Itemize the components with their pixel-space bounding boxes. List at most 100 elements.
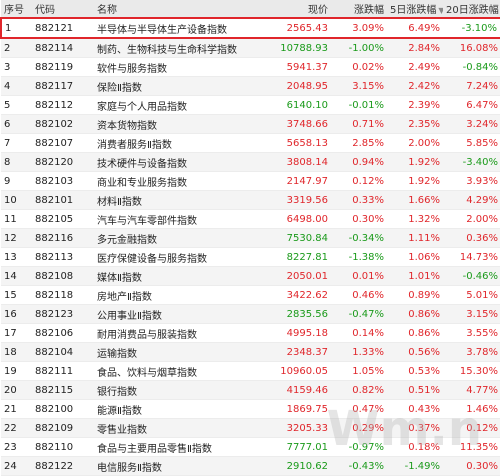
table-row[interactable]: 1 882121 半导体与半导体生产设备指数 2565.43 3.09% 6.49% -3.…	[0, 17, 500, 39]
row-change: 1.05%	[331, 361, 387, 381]
row-index: 21	[1, 399, 32, 419]
row-code: 882123	[32, 304, 94, 324]
row-index: 6	[1, 114, 32, 134]
row-chg20: -3.10%	[443, 17, 500, 39]
row-price: 2910.62	[254, 456, 331, 476]
table-row[interactable]: 3 882119 软件与服务指数 5941.37 0.02% 2.49% -0.84%	[1, 57, 500, 77]
row-code: 882118	[32, 285, 94, 305]
table-row[interactable]: 13 882113 医疗保健设备与服务指数 8227.81 -1.38% 1.06% 14.…	[1, 247, 500, 267]
row-chg5: 2.84%	[387, 38, 443, 58]
header-code[interactable]: 代码	[32, 0, 94, 19]
row-change: 0.46%	[331, 285, 387, 305]
header-chg20[interactable]: 20日涨跌幅	[443, 0, 500, 19]
row-code: 882100	[32, 399, 94, 419]
table-row[interactable]: 7 882107 消费者服务Ⅱ指数 5658.13 2.85% 2.00% 5.85%	[1, 133, 500, 153]
row-chg5: 1.32%	[387, 209, 443, 229]
row-chg5: 1.92%	[387, 171, 443, 191]
table-row[interactable]: 2 882114 制药、生物科技与生命科学指数 10788.93 -1.00% 2.84%…	[1, 38, 500, 58]
row-change: 1.33%	[331, 342, 387, 362]
row-name: 能源Ⅱ指数	[94, 399, 254, 419]
row-index: 4	[1, 76, 32, 96]
table-row[interactable]: 24 882122 电信服务Ⅱ指数 2910.62 -0.43% -1.49% 0.30%	[1, 456, 500, 476]
row-name: 家庭与个人用品指数	[94, 95, 254, 115]
row-chg5: 1.06%	[387, 247, 443, 267]
table-row[interactable]: 4 882117 保险Ⅱ指数 2048.95 3.15% 2.42% 7.24%	[1, 76, 500, 96]
row-name: 医疗保健设备与服务指数	[94, 247, 254, 267]
row-change: -0.43%	[331, 456, 387, 476]
row-index: 24	[1, 456, 32, 476]
row-chg20: 0.30%	[443, 456, 500, 476]
row-code: 882117	[32, 76, 94, 96]
header-change[interactable]: 涨跌幅	[331, 0, 387, 19]
table-row[interactable]: 8 882120 技术硬件与设备指数 3808.14 0.94% 1.92% -3.40%	[1, 152, 500, 172]
row-chg20: 3.55%	[443, 323, 500, 343]
row-index: 1	[0, 17, 32, 39]
row-chg5: 1.92%	[387, 152, 443, 172]
sort-desc-icon[interactable]: ▼	[438, 6, 443, 15]
table-row[interactable]: 14 882108 媒体Ⅱ指数 2050.01 0.01% 1.01% -0.46%	[1, 266, 500, 286]
row-chg5: 1.01%	[387, 266, 443, 286]
row-code: 882106	[32, 323, 94, 343]
table-row[interactable]: 21 882100 能源Ⅱ指数 1869.75 0.47% 0.43% 1.46%	[1, 399, 500, 419]
row-name: 电信服务Ⅱ指数	[94, 456, 254, 476]
row-change: 0.01%	[331, 266, 387, 286]
row-index: 3	[1, 57, 32, 77]
table-row[interactable]: 22 882109 零售业指数 3205.33 0.29% 0.37% 0.12%	[1, 418, 500, 438]
row-code: 882114	[32, 38, 94, 58]
row-index: 15	[1, 285, 32, 305]
table-row[interactable]: 5 882112 家庭与个人用品指数 6140.10 -0.01% 2.39% 6.47%	[1, 95, 500, 115]
header-chg5[interactable]: 5日涨跌幅▼	[387, 0, 443, 19]
table-row[interactable]: 12 882116 多元金融指数 7530.84 -0.34% 1.11% 0.36%	[1, 228, 500, 248]
row-index: 9	[1, 171, 32, 191]
table-row[interactable]: 15 882118 房地产Ⅱ指数 3422.62 0.46% 0.89% 5.01%	[1, 285, 500, 305]
row-change: 0.71%	[331, 114, 387, 134]
row-index: 18	[1, 342, 32, 362]
row-name: 资本货物指数	[94, 114, 254, 134]
table-row[interactable]: 6 882102 资本货物指数 3748.66 0.71% 2.35% 3.24%	[1, 114, 500, 134]
row-code: 882105	[32, 209, 94, 229]
row-chg20: 0.36%	[443, 228, 500, 248]
table-row[interactable]: 19 882111 食品、饮料与烟草指数 10960.05 1.05% 0.53% 15.3…	[1, 361, 500, 381]
row-chg20: 4.29%	[443, 190, 500, 210]
row-change: -1.38%	[331, 247, 387, 267]
row-change: -0.47%	[331, 304, 387, 324]
row-name: 消费者服务Ⅱ指数	[94, 133, 254, 153]
row-chg20: 0.12%	[443, 418, 500, 438]
table-body: 1 882121 半导体与半导体生产设备指数 2565.43 3.09% 6.49% -3.…	[0, 17, 500, 476]
header-name[interactable]: 名称	[94, 0, 254, 19]
table-row[interactable]: 23 882110 食品与主要用品零售Ⅱ指数 7777.01 -0.97% 0.18% 11…	[1, 437, 500, 457]
header-price[interactable]: 现价	[254, 0, 331, 19]
row-chg5: 0.18%	[387, 437, 443, 457]
row-name: 多元金融指数	[94, 228, 254, 248]
row-price: 3205.33	[254, 418, 331, 438]
table-row[interactable]: 16 882123 公用事业Ⅱ指数 2835.56 -0.47% 0.86% 3.15%	[1, 304, 500, 324]
table-row[interactable]: 20 882115 银行指数 4159.46 0.82% 0.51% 4.77%	[1, 380, 500, 400]
row-code: 882116	[32, 228, 94, 248]
table-row[interactable]: 11 882105 汽车与汽车零部件指数 6498.00 0.30% 1.32% 2.00%	[1, 209, 500, 229]
row-chg20: -0.84%	[443, 57, 500, 77]
row-code: 882115	[32, 380, 94, 400]
table-row[interactable]: 10 882101 材料Ⅱ指数 3319.56 0.33% 1.66% 4.29%	[1, 190, 500, 210]
row-chg20: -0.46%	[443, 266, 500, 286]
row-price: 2565.43	[254, 17, 331, 39]
row-price: 2348.37	[254, 342, 331, 362]
row-change: 0.14%	[331, 323, 387, 343]
row-chg5: 2.49%	[387, 57, 443, 77]
row-index: 13	[1, 247, 32, 267]
row-change: -0.01%	[331, 95, 387, 115]
row-code: 882110	[32, 437, 94, 457]
table-row[interactable]: 17 882106 耐用消费品与服装指数 4995.18 0.14% 0.86% 3.55%	[1, 323, 500, 343]
row-chg5: -1.49%	[387, 456, 443, 476]
row-name: 材料Ⅱ指数	[94, 190, 254, 210]
row-code: 882119	[32, 57, 94, 77]
row-price: 7777.01	[254, 437, 331, 457]
row-name: 技术硬件与设备指数	[94, 152, 254, 172]
row-change: 3.15%	[331, 76, 387, 96]
table-row[interactable]: 18 882104 运输指数 2348.37 1.33% 0.56% 3.78%	[1, 342, 500, 362]
header-idx[interactable]: 序号	[1, 0, 32, 19]
row-change: 0.82%	[331, 380, 387, 400]
row-index: 8	[1, 152, 32, 172]
table-row[interactable]: 9 882103 商业和专业服务指数 2147.97 0.12% 1.92% 3.93%	[1, 171, 500, 191]
row-name: 房地产Ⅱ指数	[94, 285, 254, 305]
